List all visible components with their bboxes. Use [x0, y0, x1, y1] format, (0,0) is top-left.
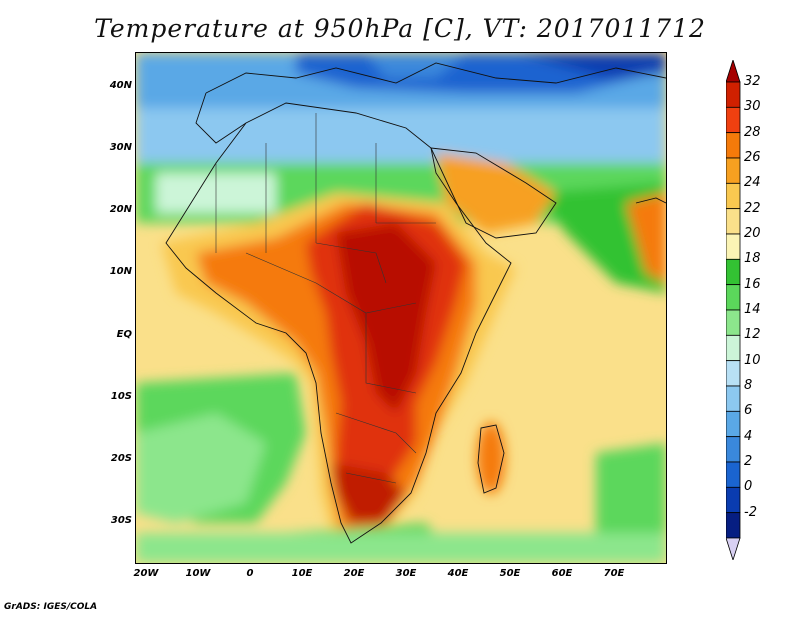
colorbar-tick-label: 28 — [744, 124, 761, 140]
colorbar-tick-label: -2 — [744, 504, 757, 520]
lon-label-30e: 30E — [395, 568, 417, 579]
colorbar-swatch — [726, 284, 741, 311]
colorbar-swatch — [726, 182, 741, 210]
southern-pale-band — [136, 533, 666, 563]
colorbar — [726, 60, 741, 560]
lat-label-10n: 10N — [109, 266, 132, 277]
arabia-warm-area — [436, 153, 556, 233]
iberia-coastline — [195, 92, 247, 144]
lat-label-10s: 10S — [110, 391, 132, 402]
chart-title: Temperature at 950hPa [C], VT: 201701171… — [94, 14, 706, 43]
colorbar-swatch — [726, 334, 741, 362]
lon-label-20w: 20W — [133, 568, 159, 579]
europe-coastline — [205, 62, 666, 94]
colorbar-swatch — [726, 132, 741, 159]
africa-coastline — [165, 102, 512, 544]
colorbar-bottom-arrow — [726, 537, 741, 560]
madagascar-warm — [477, 422, 505, 494]
balkan-cold-area — [516, 53, 666, 78]
colorbar-tick-label: 2 — [744, 454, 753, 469]
colorbar-tick-label: 10 — [744, 352, 761, 368]
lon-label-0: 0 — [246, 568, 254, 579]
colorbar-tick-label: 16 — [744, 276, 761, 292]
arabia-coastline — [430, 147, 557, 239]
credit-text: GrADS: IGES/COLA — [4, 602, 98, 612]
lon-label-10w: 10W — [185, 568, 211, 579]
colorbar-swatch — [726, 461, 741, 488]
coastlines — [165, 62, 666, 544]
lon-label-50e: 50E — [499, 568, 521, 579]
colorbar-swatch — [726, 81, 741, 108]
colorbar-top-arrow — [726, 60, 741, 83]
colorbar-tick-label: 4 — [744, 428, 753, 444]
south-africa-hot-core — [331, 463, 406, 523]
temperature-map — [136, 53, 666, 563]
colorbar-swatch — [726, 512, 741, 539]
colorbar-tick-label: 18 — [744, 251, 761, 267]
colorbar-swatch — [726, 157, 741, 184]
colorbar-tick-label: 26 — [744, 150, 761, 165]
italy-cold-area — [366, 53, 466, 78]
lat-label-eq: EQ — [116, 329, 132, 340]
colorbar-swatch — [726, 309, 741, 336]
colorbar-tick-label: 24 — [744, 175, 761, 191]
lon-label-70e: 70E — [603, 568, 625, 579]
south-atlantic-pale-green — [136, 413, 266, 523]
colorbar-tick-label: 32 — [744, 74, 761, 89]
colorbar-tick-label: 8 — [744, 378, 753, 393]
colorbar-swatch — [726, 436, 741, 463]
lat-label-30n: 30N — [109, 142, 132, 153]
colorbar-tick-label: 30 — [744, 99, 761, 115]
colorbar-tick-label: 14 — [744, 302, 761, 317]
colorbar-tick-label: 22 — [744, 200, 761, 216]
colorbar-swatch — [726, 360, 741, 387]
colorbar-swatch — [726, 486, 741, 514]
lon-label-10e: 10E — [291, 568, 313, 579]
indian-ocean-green — [596, 443, 666, 553]
map-panel — [135, 52, 667, 564]
india-warm-area — [626, 193, 666, 283]
colorbar-swatch — [726, 106, 741, 134]
colorbar-tick-label: 12 — [744, 327, 761, 343]
country-borders — [215, 113, 436, 484]
colorbar-tick-label: 20 — [744, 226, 761, 241]
lat-label-20n: 20N — [109, 204, 132, 215]
madagascar-coastline — [477, 424, 505, 494]
lat-label-30s: 30S — [110, 515, 132, 526]
colorbar-swatch — [726, 233, 741, 260]
lon-label-20e: 20E — [343, 568, 365, 579]
colorbar-swatch — [726, 410, 741, 438]
colorbar-tick-label: 6 — [744, 403, 753, 419]
colorbar-swatch — [726, 208, 741, 235]
lon-label-60e: 60E — [551, 568, 573, 579]
colorbar-tick-label: 0 — [744, 479, 753, 495]
lat-label-20s: 20S — [110, 453, 132, 464]
colorbar-swatch — [726, 258, 741, 286]
africa-hottest-core — [336, 223, 436, 413]
lat-label-40n: 40N — [109, 80, 132, 91]
india-coastline — [635, 197, 666, 204]
lon-label-40e: 40E — [447, 568, 469, 579]
colorbar-swatch — [726, 385, 741, 412]
